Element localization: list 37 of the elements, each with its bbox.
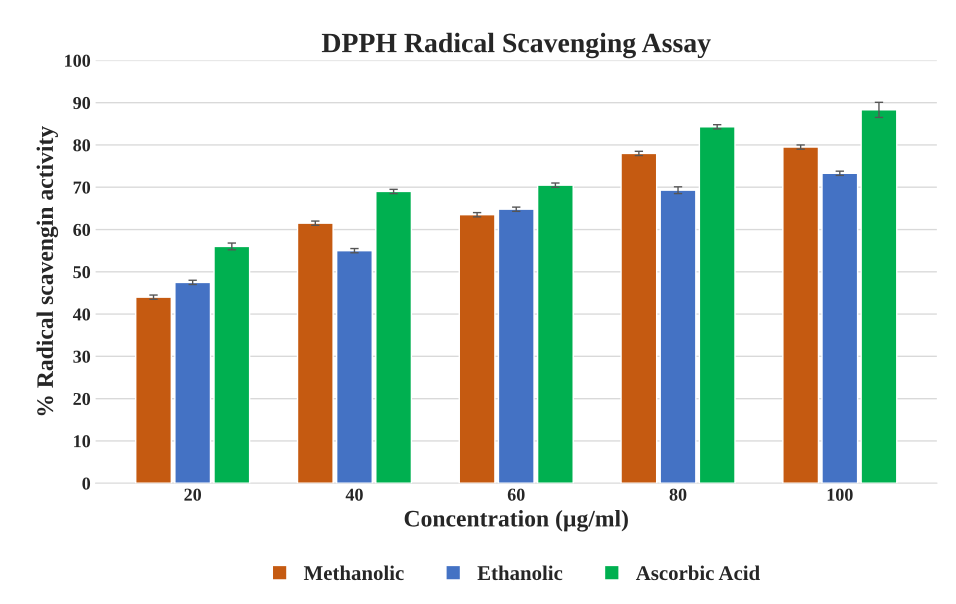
y-tick-label: 10 bbox=[74, 435, 90, 448]
bar bbox=[458, 214, 496, 484]
chart-title: DPPH Radical Scavenging Assay bbox=[322, 32, 711, 58]
bar bbox=[860, 109, 898, 484]
y-tick-label: 40 bbox=[72, 308, 90, 321]
y-tick-label: 100 bbox=[65, 54, 90, 67]
bar bbox=[821, 172, 858, 484]
bar bbox=[296, 222, 334, 484]
y-tick-label: 50 bbox=[73, 266, 90, 278]
bar bbox=[782, 146, 820, 484]
y-axis-title: % Radical scavengin activity bbox=[36, 126, 58, 416]
y-tick-label: 30 bbox=[73, 350, 90, 363]
x-axis-title: Concentration (µg/ml) bbox=[404, 510, 628, 532]
y-tick-label: 70 bbox=[74, 181, 90, 194]
y-tick-label: 80 bbox=[73, 139, 90, 152]
x-tick-label: 20 bbox=[184, 488, 202, 501]
legend-label: Methanolic bbox=[304, 565, 404, 580]
x-tick-label: 100 bbox=[828, 488, 853, 501]
legend-label: Ethanolic bbox=[478, 565, 562, 580]
legend-label: Ascorbic Acid bbox=[636, 565, 760, 580]
bar bbox=[135, 296, 172, 484]
bar bbox=[620, 152, 658, 484]
bar bbox=[660, 190, 697, 484]
y-tick-label: 0 bbox=[82, 477, 90, 490]
bar bbox=[174, 282, 212, 484]
bar bbox=[336, 250, 373, 484]
bar bbox=[498, 208, 535, 484]
bar bbox=[698, 126, 736, 484]
bar bbox=[375, 190, 412, 484]
y-tick-label: 90 bbox=[73, 96, 90, 110]
y-tick-label: 60 bbox=[73, 224, 90, 236]
x-tick-label: 40 bbox=[346, 488, 363, 501]
bar bbox=[536, 184, 574, 484]
y-tick-label: 20 bbox=[73, 392, 90, 406]
x-tick-label: 80 bbox=[670, 488, 686, 501]
bar bbox=[213, 246, 250, 484]
x-tick-label: 60 bbox=[508, 488, 525, 501]
